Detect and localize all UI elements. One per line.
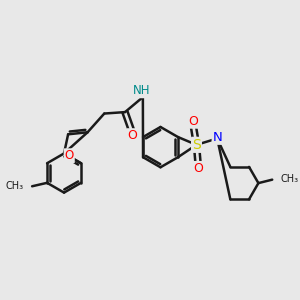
Text: NH: NH: [133, 84, 150, 97]
Text: O: O: [127, 129, 137, 142]
Text: S: S: [192, 138, 201, 152]
Text: O: O: [64, 149, 74, 162]
Text: CH₃: CH₃: [5, 181, 23, 191]
Text: O: O: [194, 162, 203, 175]
Text: CH₃: CH₃: [280, 174, 298, 184]
Text: O: O: [188, 115, 198, 128]
Text: N: N: [213, 131, 222, 144]
